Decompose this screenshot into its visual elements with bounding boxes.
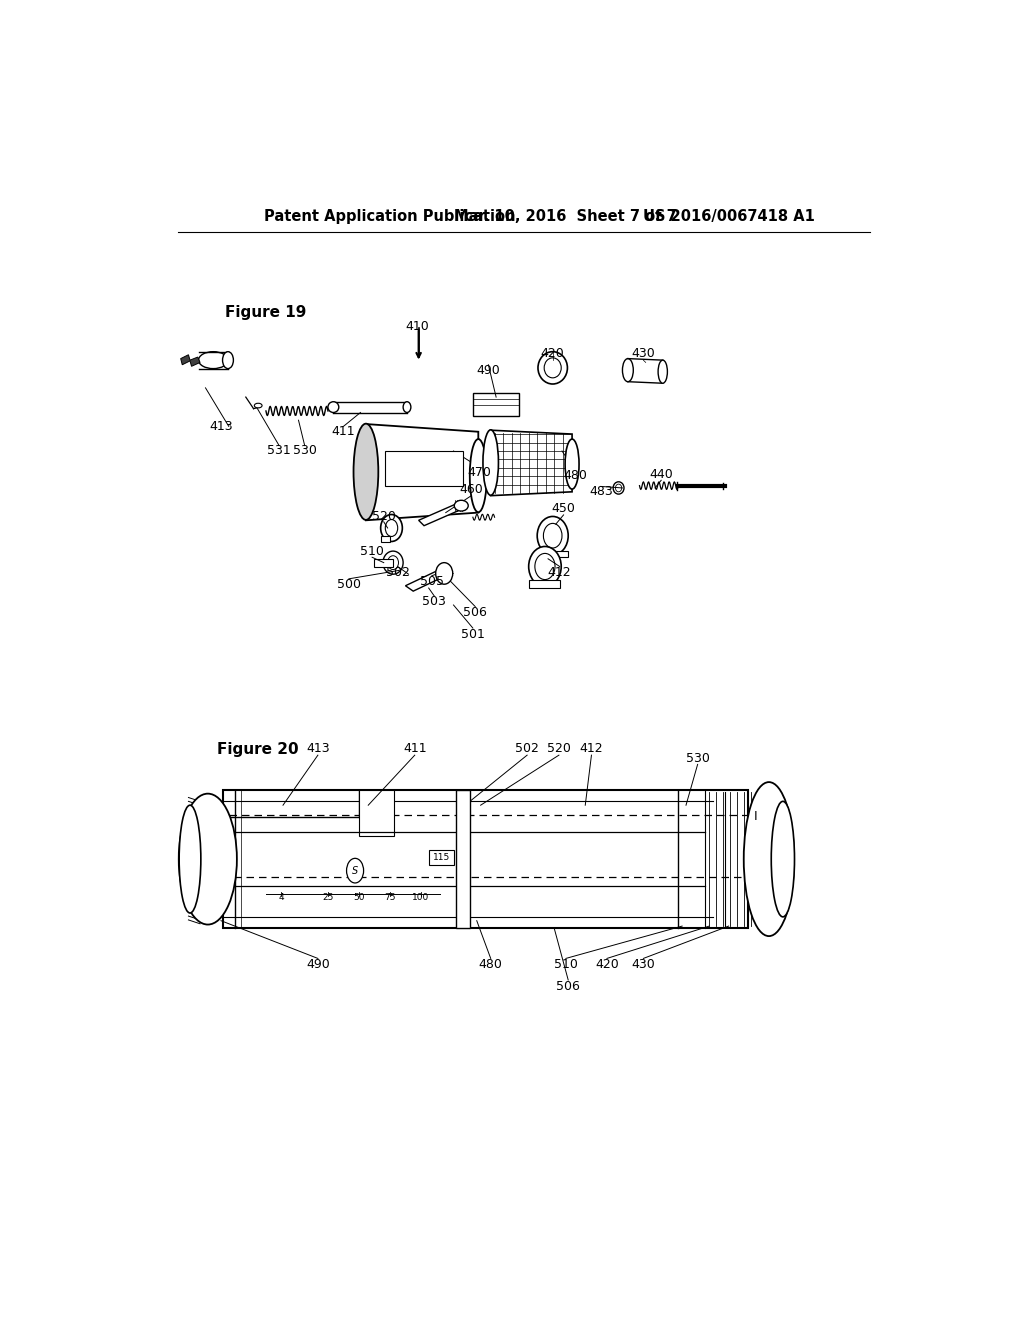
Polygon shape xyxy=(419,503,463,525)
Polygon shape xyxy=(366,424,478,520)
Text: 50: 50 xyxy=(353,892,365,902)
Text: 505: 505 xyxy=(420,576,443,589)
Ellipse shape xyxy=(743,781,795,936)
Ellipse shape xyxy=(346,858,364,883)
Text: 500: 500 xyxy=(337,578,360,591)
Ellipse shape xyxy=(199,351,228,368)
Bar xyxy=(456,789,470,928)
Text: 502: 502 xyxy=(386,566,410,579)
Text: 530: 530 xyxy=(293,445,316,458)
Bar xyxy=(473,393,519,416)
Ellipse shape xyxy=(538,516,568,554)
Text: 411: 411 xyxy=(332,425,355,438)
Ellipse shape xyxy=(538,351,567,384)
Text: 412: 412 xyxy=(548,566,571,579)
Text: 420: 420 xyxy=(595,958,618,972)
Polygon shape xyxy=(180,355,200,367)
Ellipse shape xyxy=(528,546,561,586)
Text: 480: 480 xyxy=(479,958,503,972)
Ellipse shape xyxy=(535,553,555,579)
Text: 25: 25 xyxy=(323,892,334,902)
Ellipse shape xyxy=(615,484,622,492)
Text: 480: 480 xyxy=(563,469,587,482)
Text: S: S xyxy=(352,866,358,875)
Ellipse shape xyxy=(403,401,411,413)
Bar xyxy=(385,451,463,486)
Text: 430: 430 xyxy=(632,347,655,360)
Polygon shape xyxy=(490,430,572,496)
Text: Patent Application Publication: Patent Application Publication xyxy=(263,209,515,223)
Text: 501: 501 xyxy=(461,628,484,640)
Text: 430: 430 xyxy=(632,958,655,972)
Text: 410: 410 xyxy=(406,319,429,333)
Text: II: II xyxy=(195,874,202,887)
Ellipse shape xyxy=(222,351,233,368)
Ellipse shape xyxy=(470,440,486,512)
Text: I: I xyxy=(754,810,757,824)
Ellipse shape xyxy=(328,401,339,413)
Ellipse shape xyxy=(483,430,499,495)
Text: 413: 413 xyxy=(306,742,330,755)
Polygon shape xyxy=(406,570,445,591)
Text: 100: 100 xyxy=(413,892,430,902)
Text: 483: 483 xyxy=(589,486,612,499)
Ellipse shape xyxy=(383,552,403,574)
Text: 531: 531 xyxy=(267,445,291,458)
Text: 413: 413 xyxy=(209,420,232,433)
Ellipse shape xyxy=(658,360,668,383)
Ellipse shape xyxy=(179,805,201,913)
Bar xyxy=(359,789,394,836)
Ellipse shape xyxy=(565,440,579,490)
Text: 470: 470 xyxy=(467,466,492,479)
Text: 510: 510 xyxy=(554,958,578,972)
Ellipse shape xyxy=(388,556,398,570)
Bar xyxy=(538,552,568,557)
Text: 530: 530 xyxy=(686,751,710,764)
Text: 411: 411 xyxy=(402,742,427,755)
Text: 420: 420 xyxy=(541,347,564,360)
Text: 412: 412 xyxy=(580,742,603,755)
Bar xyxy=(529,581,560,589)
Text: 4: 4 xyxy=(279,892,285,902)
Text: Mar. 10, 2016  Sheet 7 of 7: Mar. 10, 2016 Sheet 7 of 7 xyxy=(454,209,676,223)
Text: 490: 490 xyxy=(476,363,501,376)
Text: 440: 440 xyxy=(649,467,673,480)
Text: 450: 450 xyxy=(552,502,575,515)
Text: 503: 503 xyxy=(422,594,446,607)
Text: 520: 520 xyxy=(372,510,395,523)
Text: 506: 506 xyxy=(556,979,581,993)
Ellipse shape xyxy=(353,424,378,520)
Ellipse shape xyxy=(613,482,624,494)
Ellipse shape xyxy=(544,523,562,548)
Text: 502: 502 xyxy=(515,742,539,755)
Ellipse shape xyxy=(455,500,468,511)
Ellipse shape xyxy=(623,359,633,381)
Ellipse shape xyxy=(385,520,397,536)
Ellipse shape xyxy=(254,404,262,408)
Text: 75: 75 xyxy=(384,892,395,902)
Bar xyxy=(381,536,390,541)
Text: 490: 490 xyxy=(306,958,330,972)
Text: Figure 20: Figure 20 xyxy=(217,742,299,758)
Ellipse shape xyxy=(435,562,453,585)
Ellipse shape xyxy=(381,515,402,541)
Text: 506: 506 xyxy=(463,606,487,619)
Bar xyxy=(429,850,454,866)
Bar xyxy=(375,558,393,566)
Ellipse shape xyxy=(544,358,561,378)
Text: US 2016/0067418 A1: US 2016/0067418 A1 xyxy=(643,209,815,223)
Text: 520: 520 xyxy=(547,742,570,755)
Text: 115: 115 xyxy=(432,853,450,862)
Ellipse shape xyxy=(771,801,795,917)
Ellipse shape xyxy=(179,793,237,924)
Text: Figure 19: Figure 19 xyxy=(225,305,306,319)
Bar xyxy=(223,789,748,928)
Text: 460: 460 xyxy=(460,483,483,496)
Text: 510: 510 xyxy=(360,545,384,557)
